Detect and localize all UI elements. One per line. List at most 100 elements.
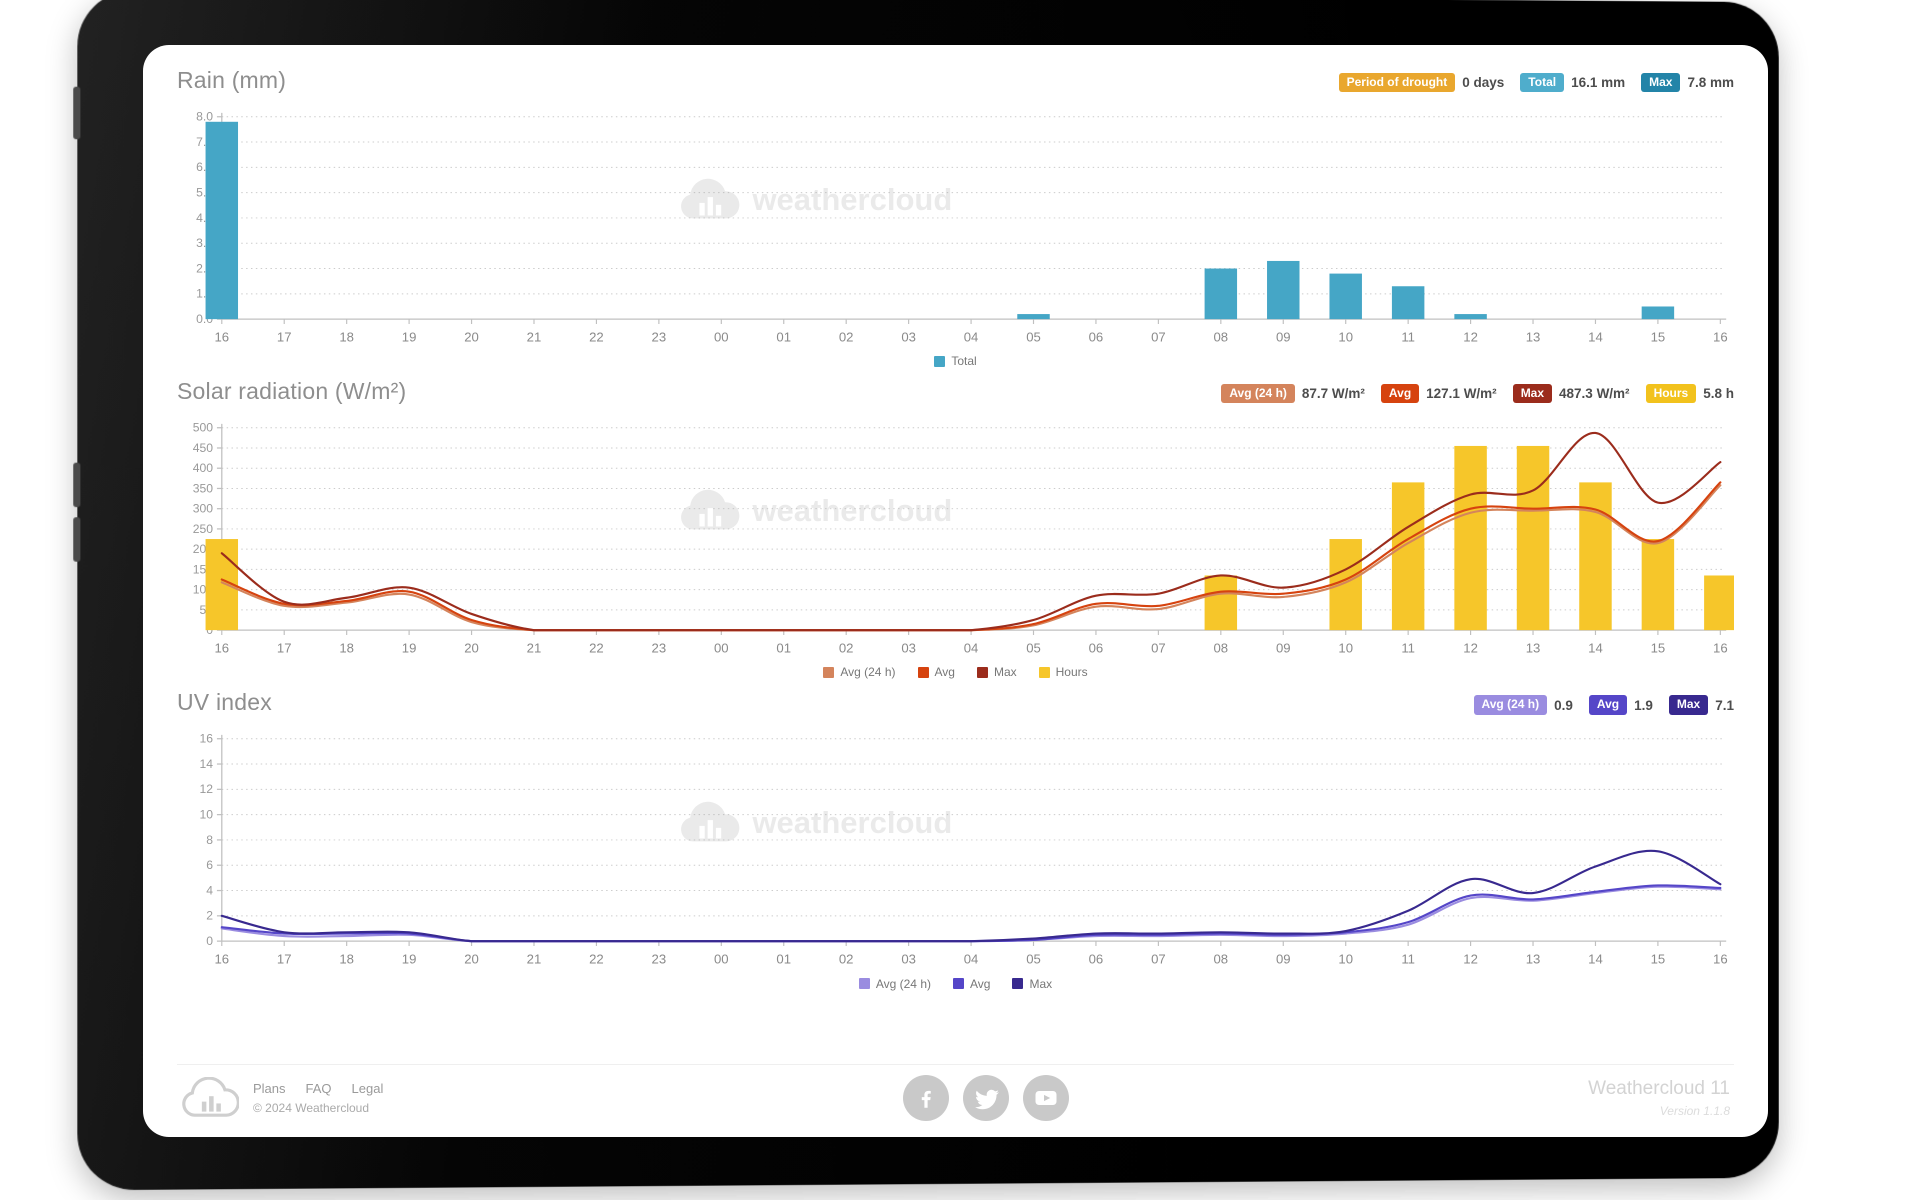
legend-label: Avg (24 h) (875, 976, 931, 991)
facebook-icon[interactable] (902, 1075, 949, 1121)
Rain (mm)-svg: 0.01.02.03.04.05.06.07.08.016 17 18 19 20 21 2… (196, 110, 1728, 345)
uv-avg-badge: Avg (1588, 695, 1628, 715)
volume-up-button[interactable] (73, 462, 81, 508)
svg-text:23: 23 (652, 641, 667, 656)
legend-item-avg-24-h-[interactable]: Avg (24 h) (823, 665, 896, 679)
rain-badges: Period of drought 0 days Total 16.1 mm M… (1338, 67, 1734, 93)
Solar radiation (W/m²)-svg: 0501001502002503003504004505001617181920… (193, 421, 1734, 656)
svg-text:12: 12 (200, 783, 214, 797)
footer-social (383, 1075, 1588, 1121)
twitter-icon[interactable] (962, 1075, 1009, 1121)
svg-text:8: 8 (206, 833, 213, 847)
legend-swatch (823, 666, 835, 678)
svg-text:06: 06 (1089, 952, 1104, 967)
solar-badges: Avg (24 h) 87.7 W/m² Avg 127.1 W/m² Max … (1221, 378, 1734, 404)
svg-text:14: 14 (1588, 952, 1603, 967)
svg-text:12: 12 (1463, 641, 1478, 656)
svg-text:8.0: 8.0 (196, 110, 213, 124)
svg-text:18: 18 (339, 330, 354, 345)
svg-text:400: 400 (193, 461, 214, 475)
svg-text:02: 02 (839, 952, 854, 967)
svg-text:04: 04 (964, 952, 979, 967)
legend-swatch (917, 666, 929, 678)
svg-text:07: 07 (1151, 641, 1166, 656)
svg-text:16: 16 (1713, 330, 1728, 345)
svg-text:300: 300 (193, 502, 214, 516)
svg-text:06: 06 (1089, 641, 1104, 656)
svg-text:18: 18 (339, 952, 354, 967)
svg-text:01: 01 (776, 952, 791, 967)
solar-max-badge: Max (1512, 384, 1553, 404)
legend-item-avg[interactable]: Avg (917, 665, 955, 679)
svg-text:18: 18 (339, 641, 354, 656)
volume-down-button[interactable] (73, 517, 81, 562)
legend-item-total[interactable]: Total (934, 354, 977, 368)
svg-text:01: 01 (776, 330, 791, 345)
svg-text:01: 01 (776, 641, 791, 656)
legend-swatch (1012, 978, 1024, 990)
svg-text:04: 04 (964, 641, 979, 656)
svg-text:00: 00 (714, 641, 729, 656)
solar-hours-value: 5.8 h (1703, 386, 1734, 402)
rain-total-badge: Total (1520, 73, 1565, 93)
uv-avg-value: 1.9 (1634, 697, 1653, 713)
svg-text:14: 14 (1588, 330, 1603, 345)
legend-swatch (953, 978, 964, 990)
footer-link-faq[interactable]: FAQ (305, 1081, 332, 1096)
weathercloud-dashboard: Rain (mm) Period of drought 0 days Total… (143, 45, 1768, 1137)
period-of-drought-value: 0 days (1462, 75, 1505, 91)
rain-title: Rain (mm) (177, 67, 287, 93)
svg-text:17: 17 (277, 641, 292, 656)
svg-text:450: 450 (193, 441, 214, 455)
svg-text:04: 04 (964, 330, 979, 345)
legend-swatch (1038, 666, 1050, 678)
svg-text:21: 21 (527, 330, 542, 345)
uv-chart: weathercloud 0 2 4 6 8 10 12 14 16 16 17 18 19 20 21 22… (177, 729, 1734, 974)
svg-text:13: 13 (1526, 330, 1541, 345)
youtube-icon[interactable] (1022, 1075, 1069, 1121)
footer-link-plans[interactable]: Plans (253, 1081, 286, 1096)
svg-text:6: 6 (206, 859, 213, 873)
weathercloud-logo-icon (182, 1077, 239, 1117)
svg-text:17: 17 (277, 952, 292, 967)
legend-label: Avg (970, 976, 991, 991)
svg-text:05: 05 (1026, 330, 1041, 345)
svg-text:15: 15 (1651, 952, 1666, 967)
svg-text:10: 10 (1338, 641, 1353, 656)
uv-title: UV index (177, 689, 272, 716)
legend-item-avg[interactable]: Avg (953, 977, 990, 991)
svg-text:16: 16 (214, 952, 229, 967)
svg-text:16: 16 (1713, 952, 1728, 967)
period-of-drought-badge: Period of drought (1338, 73, 1456, 93)
svg-text:02: 02 (839, 330, 854, 345)
legend-label: Max (993, 665, 1017, 680)
power-button[interactable] (73, 86, 81, 140)
svg-text:08: 08 (1214, 641, 1229, 656)
svg-text:15: 15 (1651, 330, 1666, 345)
uv-avg24-badge: Avg (24 h) (1473, 695, 1548, 715)
legend-item-max[interactable]: Max (976, 665, 1017, 680)
section-uv: UV index Avg (24 h) 0.9 Avg 1.9 Max 7.1 … (177, 689, 1734, 1000)
svg-text:21: 21 (527, 641, 542, 656)
legend-item-max[interactable]: Max (1012, 977, 1052, 991)
svg-text:12: 12 (1463, 330, 1478, 345)
svg-text:09: 09 (1276, 330, 1291, 345)
solar-title: Solar radiation (W/m²) (177, 378, 407, 405)
uv-legend: Avg (24 h) Avg Max (177, 977, 1734, 991)
svg-text:05: 05 (1026, 641, 1041, 656)
svg-text:03: 03 (901, 952, 916, 967)
svg-text:14: 14 (200, 757, 214, 771)
svg-text:03: 03 (901, 330, 916, 345)
svg-text:13: 13 (1526, 641, 1541, 656)
svg-text:10: 10 (1338, 952, 1353, 967)
svg-text:20: 20 (464, 641, 479, 656)
svg-text:22: 22 (589, 330, 604, 345)
svg-text:2: 2 (206, 909, 213, 923)
footer-copyright: © 2024 Weathercloud (253, 1101, 370, 1115)
solar-avg24-badge: Avg (24 h) (1221, 384, 1295, 404)
legend-item-hours[interactable]: Hours (1038, 665, 1088, 679)
svg-text:22: 22 (589, 641, 604, 656)
rain-chart: weathercloud 0.0 1.0 2.0 3.0 4.0 5.0 6.0 7.0 8.0… (177, 107, 1734, 352)
footer-link-legal[interactable]: Legal (351, 1081, 384, 1096)
legend-item-avg-24-h-[interactable]: Avg (24 h) (858, 976, 931, 991)
